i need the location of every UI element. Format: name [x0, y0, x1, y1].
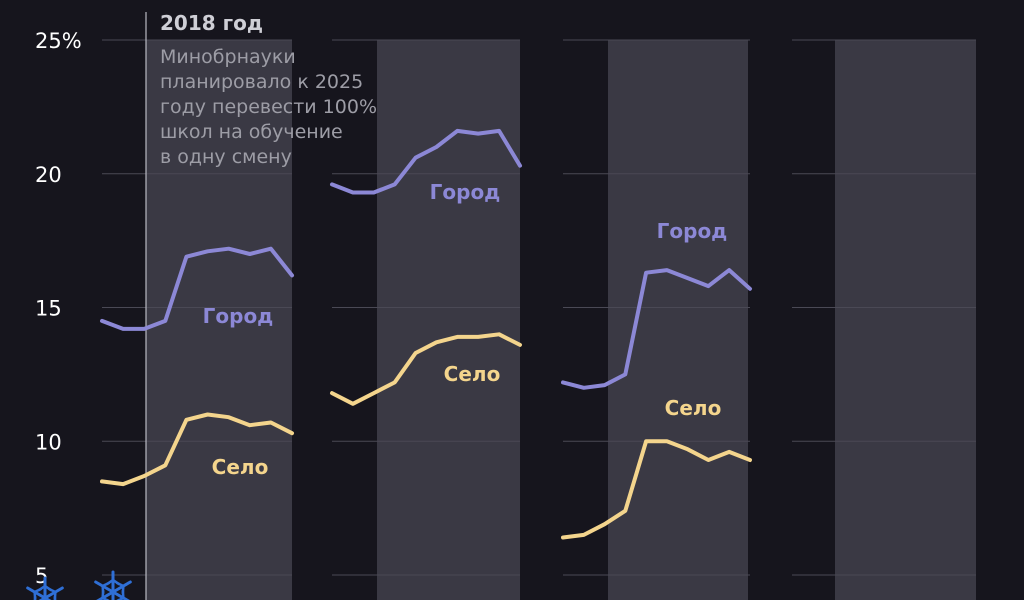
annotation: 2018 год Минобрнауки планировало к 2025 …	[160, 11, 377, 168]
series-line	[330, 128, 522, 195]
annotation-title: 2018 год	[160, 11, 263, 35]
annotation-line: школ на обучение	[160, 121, 343, 143]
y-tick-label: 20	[35, 163, 62, 187]
series-label: Город	[430, 180, 501, 204]
series-label: Город	[657, 219, 728, 243]
series-line	[561, 439, 752, 540]
snowflake-icon	[94, 570, 132, 600]
annotation-line: Минобрнауки	[160, 46, 296, 68]
series-line	[330, 332, 522, 406]
series-lines	[100, 128, 752, 540]
snowflake-icon	[26, 576, 64, 600]
series-label: Город	[203, 304, 274, 328]
series-line	[561, 268, 752, 390]
shaded-band	[377, 40, 520, 600]
series-labels: Город Село Город Село Город Село	[203, 180, 728, 479]
gridlines	[102, 39, 976, 576]
shaded-bands	[146, 40, 976, 600]
series-label: Село	[212, 455, 269, 479]
shaded-band	[835, 40, 976, 600]
series-label: Село	[665, 396, 722, 420]
series-line	[100, 246, 294, 331]
y-tick-label: 10	[35, 430, 62, 454]
shaded-band	[146, 40, 292, 600]
y-tick-label: 25%	[35, 29, 82, 53]
y-tick-label: 15	[35, 297, 62, 321]
series-line	[100, 412, 294, 487]
annotation-line: в одну смену	[160, 146, 292, 168]
annotation-line: планировало к 2025	[160, 71, 363, 93]
shaded-band	[608, 40, 748, 600]
series-label: Село	[444, 362, 501, 386]
annotation-line: году перевести 100%	[160, 96, 377, 118]
